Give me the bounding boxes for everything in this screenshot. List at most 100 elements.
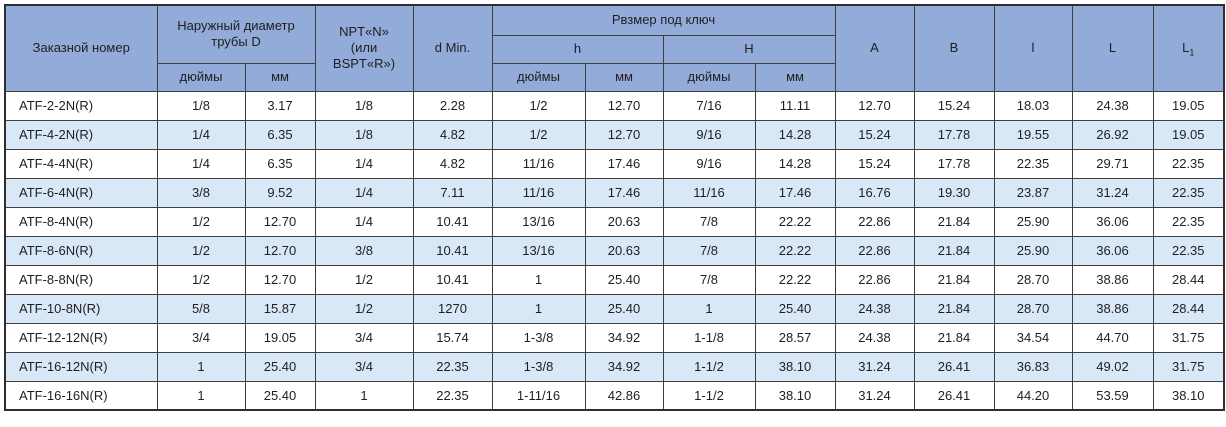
value-cell: 22.35 [993,148,1073,179]
value-cell: 1 [156,351,246,382]
value-cell: 1-11/16 [491,380,586,411]
col-header-wrench-size: Рвзмер под ключ [491,4,836,36]
value-cell: 28.70 [993,293,1073,324]
value-cell: 34.92 [584,322,664,353]
value-cell: 1-1/2 [662,351,756,382]
value-cell: 19.30 [913,177,995,208]
value-cell: 10.41 [412,235,493,266]
page: Заказной номер Наружный диаметр трубы D … [4,4,1225,411]
value-cell: 4.82 [412,119,493,150]
value-cell: 10.41 [412,206,493,237]
value-cell: 1/4 [156,148,246,179]
value-cell: 1/4 [314,148,414,179]
value-cell: 1/4 [156,119,246,150]
value-cell: 3/8 [156,177,246,208]
value-cell: 19.05 [1152,119,1225,150]
value-cell: 25.40 [244,351,316,382]
value-cell: 12.70 [244,235,316,266]
col-header-H-inches: дюймы [662,62,756,92]
value-cell: 1-3/8 [491,351,586,382]
value-cell: 25.40 [584,264,664,295]
value-cell: 36.06 [1071,206,1154,237]
col-header-outer-diameter: Наружный диаметр трубы D [156,4,316,64]
value-cell: 1/2 [156,235,246,266]
col-header-b: B [913,4,995,92]
order-number-cell: ATF-8-6N(R) [4,235,158,266]
table-row: ATF-8-8N(R) 1/2 12.70 1/2 10.41 1 25.40 7/8 22.2… [4,264,1225,295]
value-cell: 14.28 [754,119,836,150]
value-cell: 13/16 [491,206,586,237]
value-cell: 4.82 [412,148,493,179]
value-cell: 1/2 [491,90,586,121]
value-cell: 15.87 [244,293,316,324]
value-cell: 7/16 [662,90,756,121]
value-cell: 24.38 [1071,90,1154,121]
table-row: ATF-6-4N(R) 3/8 9.52 1/4 7.11 11/16 17.46 11/16… [4,177,1225,208]
table-row: ATF-16-12N(R) 1 25.40 3/4 22.35 1-3/8 34.92 1-1… [4,351,1225,382]
value-cell: 22.35 [412,351,493,382]
table-row: ATF-16-16N(R) 1 25.40 1 22.35 1-11/16 42.86 1-1… [4,380,1225,411]
value-cell: 1/2 [156,264,246,295]
value-cell: 6.35 [244,119,316,150]
order-number-cell: ATF-8-8N(R) [4,264,158,295]
value-cell: 21.84 [913,235,995,266]
value-cell: 7/8 [662,235,756,266]
fittings-spec-table: Заказной номер Наружный диаметр трубы D … [4,4,1225,411]
col-header-l-lowercase: l [993,4,1073,92]
header-row-2: h H [5,34,1224,64]
value-cell: 12.70 [834,90,915,121]
value-cell: 26.92 [1071,119,1154,150]
value-cell: 21.84 [913,206,995,237]
value-cell: 22.86 [834,264,915,295]
value-cell: 11.11 [754,90,836,121]
value-cell: 15.24 [913,90,995,121]
col-header-l1: L1 [1152,4,1225,92]
value-cell: 1-1/8 [662,322,756,353]
order-number-cell: ATF-6-4N(R) [4,177,158,208]
value-cell: 9/16 [662,148,756,179]
order-number-cell: ATF-2-2N(R) [4,90,158,121]
value-cell: 25.90 [993,206,1073,237]
value-cell: 13/16 [491,235,586,266]
value-cell: 12.70 [244,264,316,295]
value-cell: 31.75 [1152,351,1225,382]
header-row-3: дюймы мм дюймы мм дюймы мм [5,62,1224,92]
value-cell: 12.70 [244,206,316,237]
value-cell: 17.78 [913,148,995,179]
col-header-diameter-mm: мм [244,62,316,92]
value-cell: 21.84 [913,322,995,353]
value-cell: 14.28 [754,148,836,179]
value-cell: 34.92 [584,351,664,382]
order-number-cell: ATF-4-2N(R) [4,119,158,150]
table-row: ATF-8-6N(R) 1/2 12.70 3/8 10.41 13/16 20.63 7/8… [4,235,1225,266]
value-cell: 17.46 [584,177,664,208]
value-cell: 2.28 [412,90,493,121]
value-cell: 1/8 [156,90,246,121]
value-cell: 11/16 [491,148,586,179]
order-number-cell: ATF-12-12N(R) [4,322,158,353]
value-cell: 22.22 [754,206,836,237]
value-cell: 3/4 [156,322,246,353]
value-cell: 19.05 [244,322,316,353]
value-cell: 22.35 [1152,148,1225,179]
value-cell: 20.63 [584,235,664,266]
col-header-h-uppercase: H [662,34,836,64]
value-cell: 42.86 [584,380,664,411]
value-cell: 15.24 [834,148,915,179]
value-cell: 1/2 [314,293,414,324]
value-cell: 25.40 [584,293,664,324]
value-cell: 7/8 [662,264,756,295]
value-cell: 25.40 [244,380,316,411]
order-number-cell: ATF-16-12N(R) [4,351,158,382]
col-header-d-min: d Min. [412,4,493,92]
value-cell: 1/4 [314,177,414,208]
value-cell: 22.35 [1152,177,1225,208]
value-cell: 1 [314,380,414,411]
value-cell: 31.24 [834,380,915,411]
value-cell: 11/16 [491,177,586,208]
value-cell: 1-1/2 [662,380,756,411]
value-cell: 22.35 [1152,206,1225,237]
value-cell: 38.10 [754,351,836,382]
value-cell: 25.90 [993,235,1073,266]
value-cell: 11/16 [662,177,756,208]
